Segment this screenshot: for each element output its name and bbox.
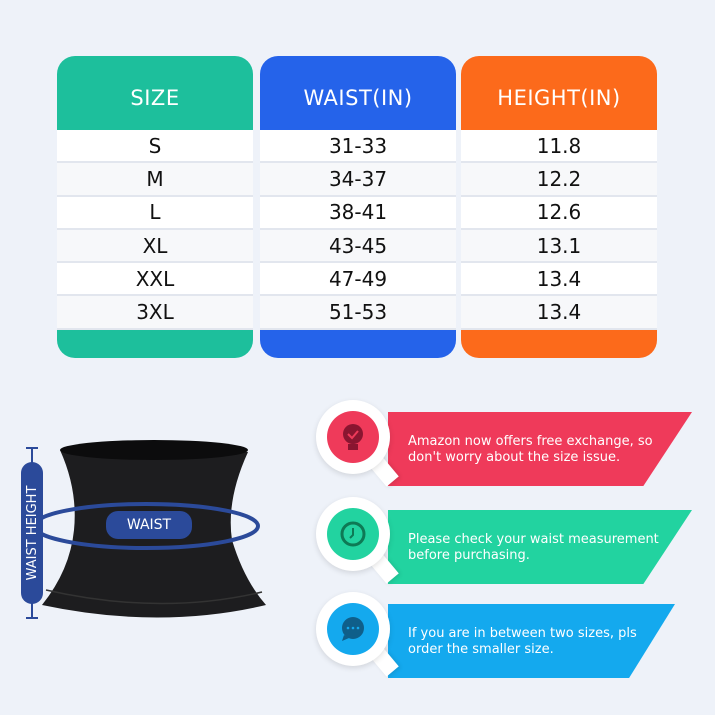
column-header: WAIST(IN) — [303, 86, 413, 110]
waist-trainer-diagram — [21, 440, 266, 619]
table-cell: 34-37 — [260, 163, 456, 197]
table-cell: 13.4 — [461, 296, 657, 330]
table-cell: 38-41 — [260, 196, 456, 230]
chat-bubble-icon — [342, 617, 364, 641]
tip-text: If you are in between two sizes, pls ord… — [408, 626, 637, 657]
tip-banner-exchange: Amazon now offers free exchange, so don'… — [388, 412, 692, 486]
clock-icon — [340, 521, 366, 547]
height-column: HEIGHT(IN) 11.8 12.2 12.6 13.1 13.4 13.4 — [461, 56, 657, 358]
size-column: SIZE S M L XL XXL 3XL — [57, 56, 253, 358]
waist-label-pill — [106, 511, 192, 539]
table-cell: 11.8 — [461, 130, 657, 164]
table-cell: XL — [57, 229, 253, 264]
waist-column: WAIST(IN) 31-33 34-37 38-41 43-45 47-49 … — [260, 56, 456, 358]
table-cell: 51-53 — [260, 296, 456, 330]
table-cell: 13.1 — [461, 229, 657, 264]
waist-label: WAIST — [126, 517, 172, 533]
lightbulb-check-icon — [343, 424, 363, 450]
tip-banner-size: If you are in between two sizes, pls ord… — [388, 604, 675, 678]
tip-icon-badge — [316, 592, 390, 666]
column-header: SIZE — [130, 86, 180, 110]
table-cell: 43-45 — [260, 229, 456, 264]
table-cell: M — [57, 163, 253, 197]
table-cell: L — [57, 196, 253, 230]
table-cell: 31-33 — [260, 130, 456, 164]
column-header: HEIGHT(IN) — [497, 86, 621, 110]
table-cell: XXL — [57, 263, 253, 297]
tip-icon-badge — [316, 497, 390, 571]
tip-text: Amazon now offers free exchange, so don'… — [408, 434, 653, 465]
waist-height-label: WAIST HEIGHT — [24, 485, 40, 581]
table-cell: S — [57, 130, 253, 164]
table-cell: 12.6 — [461, 196, 657, 230]
table-cell: 13.4 — [461, 263, 657, 297]
tip-banner-measure: Please check your waist measurement befo… — [388, 510, 692, 584]
tip-text: Please check your waist measurement befo… — [408, 532, 659, 563]
table-cell: 12.2 — [461, 163, 657, 197]
table-cell: 3XL — [57, 296, 253, 330]
table-cell: 47-49 — [260, 263, 456, 297]
tip-icon-badge — [316, 400, 390, 474]
